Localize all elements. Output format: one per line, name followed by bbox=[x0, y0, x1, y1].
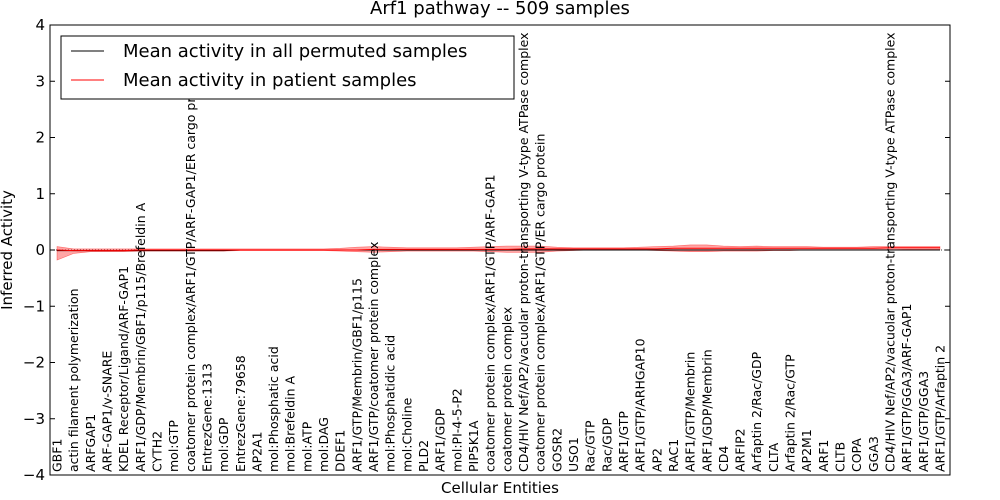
legend-entry: Mean activity in patient samples bbox=[123, 70, 417, 91]
category-label: PIP5K1A bbox=[466, 420, 481, 472]
chart-title: Arf1 pathway -- 509 samples bbox=[370, 0, 630, 19]
category-label: CLTA bbox=[766, 442, 781, 472]
category-label: mol:GTP bbox=[166, 420, 181, 472]
category-label: mol:Phosphatic acid bbox=[266, 346, 281, 472]
patient-mean-line bbox=[56, 247, 940, 252]
category-label: CYTH2 bbox=[150, 431, 165, 472]
category-label: AP2 bbox=[649, 448, 664, 472]
category-label: ARF-GAP1/v-SNARE bbox=[100, 351, 115, 472]
category-label: ARF1/GTP/GGA3 bbox=[916, 371, 931, 472]
category-label: PLD2 bbox=[416, 440, 431, 472]
category-label: ARF1/GTP/Membrin/GBF1/p115 bbox=[349, 278, 364, 472]
category-label: DDEF1 bbox=[333, 430, 348, 472]
y-tick-label: 0 bbox=[35, 241, 45, 259]
category-label: COPA bbox=[849, 438, 864, 472]
y-tick-label: −2 bbox=[23, 354, 45, 372]
category-label: actin filament polymerization bbox=[66, 288, 81, 472]
legend: Mean activity in all permuted samples Mea… bbox=[60, 35, 515, 100]
category-label: ARF1/GTP/Arfaptin 2 bbox=[933, 345, 948, 472]
category-label: ARF1 bbox=[816, 440, 831, 472]
category-label: AP2M1 bbox=[799, 429, 814, 472]
y-tick-label: −1 bbox=[23, 297, 45, 315]
category-label: mol:Phosphatidic acid bbox=[383, 335, 398, 472]
category-label: CD4 bbox=[716, 446, 731, 472]
y-tick-label: 3 bbox=[35, 72, 45, 90]
category-label: mol:PI-4-5-P2 bbox=[449, 388, 464, 472]
category-label: mol:DAG bbox=[316, 417, 331, 472]
category-label: ARF1/GTP/ARHGAP10 bbox=[633, 338, 648, 472]
category-label: Rac/GDP bbox=[599, 418, 614, 472]
category-label: mol:GDP bbox=[216, 417, 231, 472]
permuted-mean-line bbox=[57, 249, 940, 252]
category-label: AP2A1 bbox=[249, 431, 264, 472]
category-label: mol:ATP bbox=[299, 421, 314, 472]
category-label: GOSR2 bbox=[549, 428, 564, 472]
category-label: mol:Choline bbox=[399, 397, 414, 472]
category-label: GBF1 bbox=[50, 439, 65, 472]
legend-box bbox=[60, 35, 515, 100]
category-label: ARF1/GTP/coatomer protein complex bbox=[366, 242, 381, 472]
category-labels: GBF1 actin filament polymerization ARFGAP1… bbox=[50, 32, 948, 472]
category-label: coatomer protein complex bbox=[499, 307, 514, 472]
category-label: ARF1/GTP/GGA3/ARF-GAP1 bbox=[899, 304, 914, 472]
category-label: USO1 bbox=[566, 437, 581, 472]
category-label: ARF1/GDP/Membrin bbox=[699, 349, 714, 472]
category-label: ARFIP2 bbox=[733, 428, 748, 472]
category-label: CLTB bbox=[833, 442, 848, 472]
category-label: coatomer protein complex/ARF1/GTP/ER car… bbox=[533, 134, 548, 473]
y-tick-label: 4 bbox=[35, 16, 45, 34]
y-tick-label: −4 bbox=[23, 466, 45, 484]
y-axis-label: Inferred Activity bbox=[0, 190, 16, 310]
category-label: CD4/HIV Nef/AP2/vacuolar proton-transpor… bbox=[883, 32, 898, 471]
category-label: KDEL Receptor/Ligand/ARF-GAP1 bbox=[116, 266, 131, 472]
category-label: coatomer protein complex/ARF1/GTP/ARF-GA… bbox=[183, 66, 198, 472]
legend-entry: Mean activity in all permuted samples bbox=[123, 41, 467, 62]
category-label: EntrezGene:79658 bbox=[233, 355, 248, 472]
category-label: GGA3 bbox=[866, 436, 881, 472]
y-tick-label: 2 bbox=[35, 129, 45, 147]
category-label: EntrezGene:1313 bbox=[199, 363, 214, 472]
category-label: ARFGAP1 bbox=[83, 414, 98, 472]
y-tick-label: −3 bbox=[23, 410, 45, 428]
y-tick-label: 1 bbox=[35, 185, 45, 203]
plot-area bbox=[49, 24, 951, 476]
category-label: mol:Brefeldin A bbox=[283, 375, 298, 472]
category-label: Arfaptin 2/Rac/GTP bbox=[783, 354, 798, 472]
category-label: Rac/GTP bbox=[583, 420, 598, 472]
category-label: Arfaptin 2/Rac/GDP bbox=[749, 351, 764, 472]
category-label: ARF1/GTP/Membrin bbox=[683, 352, 698, 472]
x-axis-label: Cellular Entities bbox=[441, 479, 559, 497]
y-axis: −4 −3 −2 −1 0 1 2 3 4 bbox=[23, 16, 950, 484]
category-label: ARF1/GDP bbox=[433, 408, 448, 472]
category-label: ARF1/GDP/Membrin/GBF1/p115/Brefeldin A bbox=[133, 202, 148, 472]
category-label: ARF1/GTP bbox=[616, 411, 631, 472]
category-label: CD4/HIV Nef/AP2/vacuolar proton-transpor… bbox=[516, 33, 531, 473]
category-label: coatomer protein complex/ARF1/GTP/ARF-GA… bbox=[483, 174, 498, 472]
category-label: RAC1 bbox=[666, 439, 681, 472]
